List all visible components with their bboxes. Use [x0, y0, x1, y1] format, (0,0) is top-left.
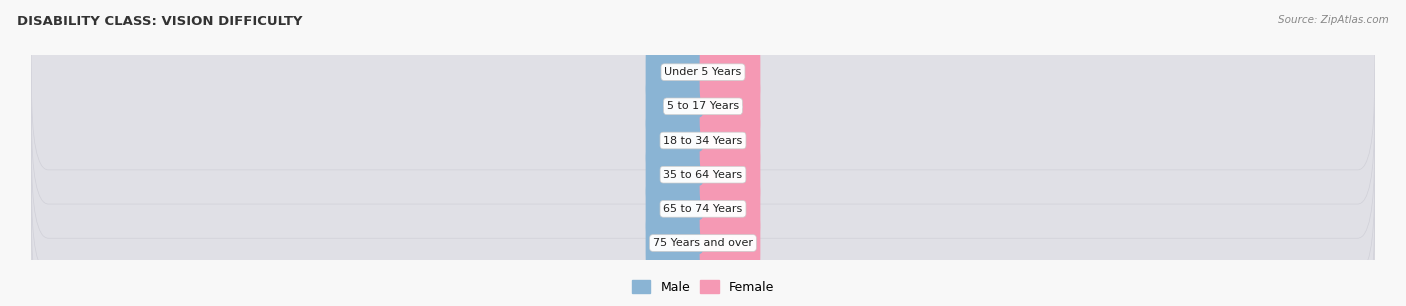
FancyBboxPatch shape — [700, 61, 761, 151]
Text: 5 to 17 Years: 5 to 17 Years — [666, 101, 740, 111]
FancyBboxPatch shape — [700, 164, 761, 254]
FancyBboxPatch shape — [700, 129, 761, 220]
Text: 0.0%: 0.0% — [717, 204, 744, 214]
Text: 0.0%: 0.0% — [662, 170, 689, 180]
Text: 35 to 64 Years: 35 to 64 Years — [664, 170, 742, 180]
FancyBboxPatch shape — [645, 95, 706, 186]
Text: 0.0%: 0.0% — [717, 238, 744, 248]
Text: 18 to 34 Years: 18 to 34 Years — [664, 136, 742, 146]
Text: 0.0%: 0.0% — [717, 136, 744, 146]
Text: 0.0%: 0.0% — [662, 67, 689, 77]
FancyBboxPatch shape — [645, 164, 706, 254]
Text: 0.0%: 0.0% — [717, 170, 744, 180]
FancyBboxPatch shape — [700, 27, 761, 117]
FancyBboxPatch shape — [645, 129, 706, 220]
FancyBboxPatch shape — [645, 198, 706, 288]
Text: 0.0%: 0.0% — [717, 67, 744, 77]
FancyBboxPatch shape — [31, 9, 1375, 204]
FancyBboxPatch shape — [645, 61, 706, 151]
FancyBboxPatch shape — [700, 198, 761, 288]
FancyBboxPatch shape — [31, 43, 1375, 238]
Text: 0.0%: 0.0% — [662, 238, 689, 248]
FancyBboxPatch shape — [700, 95, 761, 186]
FancyBboxPatch shape — [645, 27, 706, 117]
FancyBboxPatch shape — [31, 111, 1375, 306]
Text: Under 5 Years: Under 5 Years — [665, 67, 741, 77]
Text: DISABILITY CLASS: VISION DIFFICULTY: DISABILITY CLASS: VISION DIFFICULTY — [17, 15, 302, 28]
Text: 65 to 74 Years: 65 to 74 Years — [664, 204, 742, 214]
Text: Source: ZipAtlas.com: Source: ZipAtlas.com — [1278, 15, 1389, 25]
Text: 75 Years and over: 75 Years and over — [652, 238, 754, 248]
FancyBboxPatch shape — [31, 145, 1375, 306]
FancyBboxPatch shape — [31, 77, 1375, 272]
FancyBboxPatch shape — [31, 0, 1375, 170]
Text: 0.0%: 0.0% — [662, 101, 689, 111]
Text: 0.0%: 0.0% — [717, 101, 744, 111]
Text: 0.0%: 0.0% — [662, 204, 689, 214]
Legend: Male, Female: Male, Female — [627, 275, 779, 299]
Text: 0.0%: 0.0% — [662, 136, 689, 146]
